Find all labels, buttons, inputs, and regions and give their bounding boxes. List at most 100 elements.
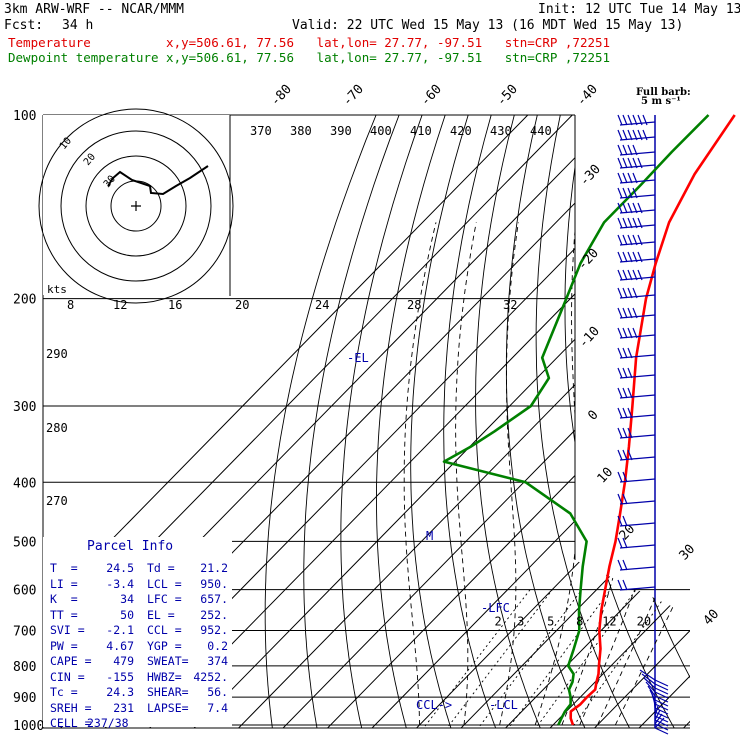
- mixing-ratio-label: 8: [576, 615, 583, 629]
- wind-barb-flag: [627, 114, 633, 126]
- isotherm: [628, 115, 690, 728]
- wind-barb-flag: [617, 427, 623, 439]
- wind-barb-flag: [627, 202, 633, 214]
- wind-barb: [617, 187, 656, 199]
- wind-barb-flag: [637, 157, 643, 169]
- wind-barb-flag: [627, 187, 633, 199]
- temperature-line: [569, 114, 736, 726]
- speed-axis-label: 28: [407, 298, 421, 312]
- wind-barb-flag: [622, 449, 628, 461]
- wind-barb-flag: [622, 287, 628, 299]
- wind-barb-flag: [622, 367, 628, 379]
- parcel-info-cell: EL =: [147, 607, 175, 622]
- wind-barb-flag: [617, 327, 623, 339]
- parcel-info-cell: SWEAT=: [147, 654, 189, 668]
- parcel-info-panel: Parcel Info T = 24.5 Td = 21.2 LI = -3.4 LCL =…: [43, 537, 232, 730]
- pressure-label: 300: [13, 400, 36, 415]
- wind-barb-staff: [619, 374, 656, 379]
- wind-barb-flag: [637, 114, 643, 126]
- wind-barb-staff: [619, 456, 656, 461]
- wind-barb-flag: [627, 449, 633, 461]
- wind-barb-flag: [627, 287, 633, 299]
- forecast-hour: 34 h: [62, 18, 94, 33]
- parcel-info-cell: T =: [50, 561, 78, 575]
- wind-barb-staff: [619, 224, 656, 229]
- parcel-info-cell: 4252.: [193, 669, 228, 684]
- wind-barb-flag: [617, 307, 623, 319]
- dry-adiabat: [619, 115, 690, 728]
- wind-barb-flag: [622, 251, 628, 263]
- wind-barb-staff: [619, 194, 656, 199]
- mixing-ratio-line: [564, 589, 671, 728]
- wind-barb-flag: [617, 537, 623, 549]
- parcel-info-cell: 24.3: [106, 685, 134, 699]
- wind-barb: [617, 251, 656, 263]
- pressure-label: 100: [13, 109, 36, 124]
- parcel-info-cell: 950.: [200, 576, 228, 591]
- parcel-info-cell: SHEAR=: [147, 685, 189, 699]
- wind-barb-low: [654, 713, 663, 725]
- wind-barb-staff: [619, 586, 656, 591]
- hodograph-ring: [38, 108, 234, 304]
- pressure-label: 800: [13, 660, 36, 675]
- wind-barb: [617, 427, 656, 439]
- level-label-ccl: CCL->: [416, 698, 452, 712]
- wind-barb: [617, 579, 656, 591]
- wind-barb-flag: [617, 347, 623, 359]
- wind-barb-flag: [622, 579, 628, 591]
- moist-adiabats: [403, 222, 690, 726]
- wind-barb-staff: [619, 209, 656, 214]
- pressure-label: 700: [13, 625, 36, 640]
- mixing-ratio-label: 2: [494, 615, 501, 629]
- isotherm: [43, 115, 529, 728]
- wind-barb: [617, 144, 656, 156]
- parcel-info-cell: 374: [207, 654, 228, 668]
- isotherm: [183, 115, 690, 728]
- wind-barb-flag: [632, 187, 638, 199]
- wind-barb: [617, 114, 656, 126]
- wind-barb-flag: [637, 202, 643, 214]
- parcel-info-cell: 50: [120, 607, 134, 622]
- isotherm-label: -80: [268, 82, 295, 109]
- wind-barb-staff: [619, 566, 656, 571]
- wind-barb-flag: [622, 114, 628, 126]
- wind-barb-flag: [627, 347, 633, 359]
- wind-barb: [617, 129, 656, 141]
- wind-barb-flag: [617, 144, 623, 156]
- wind-barb-flag: [632, 269, 638, 281]
- wind-barb-flag: [627, 427, 633, 439]
- wind-barb: [617, 202, 656, 214]
- parcel-info-cell: CIN =: [50, 669, 85, 684]
- wind-barb-low: [645, 681, 656, 693]
- wind-barb-flag: [627, 367, 633, 379]
- theta-e-label: 400: [370, 124, 392, 138]
- dry-adiabat: [645, 115, 690, 728]
- wind-barb-flag: [617, 449, 623, 461]
- mixing-ratio-label: 5: [547, 615, 554, 629]
- wind-barb-flag: [617, 202, 623, 214]
- wind-barb-flag: [637, 129, 643, 141]
- parcel-info-cell: 479: [113, 654, 134, 668]
- wind-barb: [617, 172, 656, 184]
- parcel-info-cell: 0.2: [207, 638, 228, 653]
- wind-barb-flag: [632, 202, 638, 214]
- pressure-label: 1000: [13, 719, 44, 734]
- wind-barb-flag: [617, 515, 623, 527]
- wind-barb-flag: [622, 387, 628, 399]
- wind-barb: [617, 537, 656, 549]
- wind-barb: [617, 407, 656, 419]
- wind-barb-staff: [619, 314, 656, 319]
- isotherm-label: -10: [576, 324, 603, 351]
- mixing-ratio-line: [415, 589, 531, 728]
- wind-barb-flag: [627, 269, 633, 281]
- wind-barb-flag: [622, 217, 628, 229]
- wind-barb-flag: [632, 217, 638, 229]
- wind-barb: [617, 387, 656, 399]
- wind-barb-low: [641, 673, 656, 685]
- mixing-ratio-line: [528, 589, 637, 728]
- moist-adiabat: [614, 222, 690, 726]
- isotherm-label: 10: [595, 465, 617, 487]
- hodograph-trace: [107, 165, 209, 196]
- isotherm-label: 0: [585, 408, 601, 424]
